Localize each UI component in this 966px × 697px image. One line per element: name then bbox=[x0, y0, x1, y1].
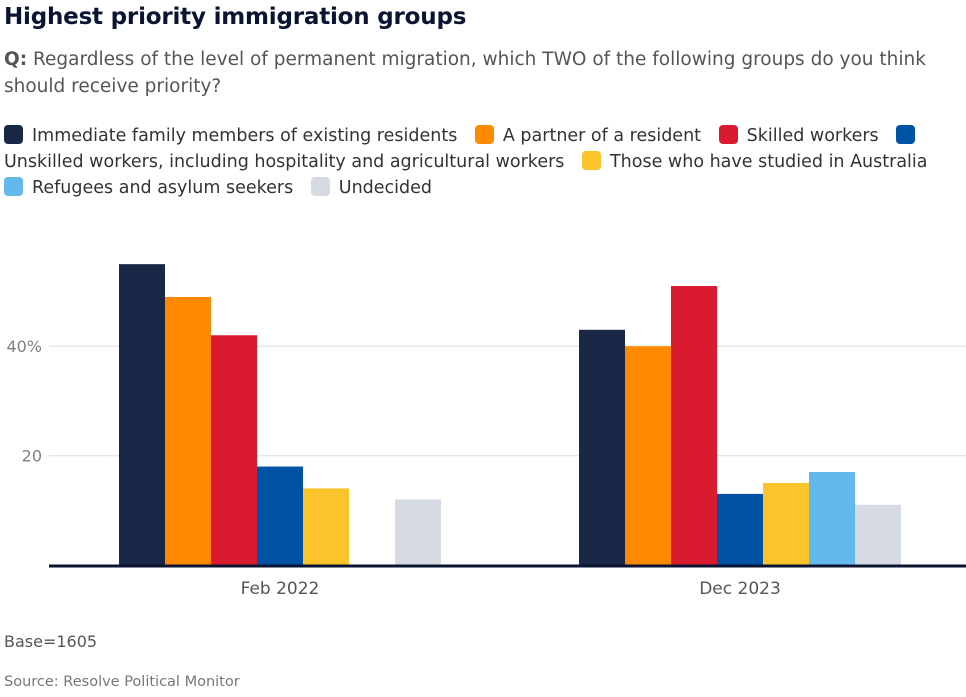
legend-item[interactable]: Unskilled workers, including hospitality… bbox=[4, 125, 924, 172]
x-category-label: Dec 2023 bbox=[699, 579, 781, 599]
legend-swatch bbox=[896, 125, 916, 144]
legend-item[interactable]: Refugees and asylum seekers bbox=[4, 177, 294, 198]
legend: Immediate family members of existing res… bbox=[4, 123, 964, 201]
base-note: Base=1605 bbox=[4, 632, 98, 651]
bar[interactable] bbox=[717, 493, 763, 565]
y-tick-label: 40% bbox=[6, 337, 42, 356]
legend-label: Refugees and asylum seekers bbox=[32, 178, 294, 198]
legend-item[interactable]: Skilled workers bbox=[718, 125, 879, 146]
legend-item[interactable]: Undecided bbox=[310, 177, 433, 198]
bar[interactable] bbox=[303, 488, 349, 565]
question-text: Regardless of the level of permanent mig… bbox=[4, 49, 926, 97]
bar[interactable] bbox=[395, 499, 441, 565]
question-prefix: Q: bbox=[4, 49, 28, 70]
legend-label: Those who have studied in Australia bbox=[609, 152, 928, 172]
legend-swatch bbox=[581, 151, 601, 170]
chart-subtitle: Q: Regardless of the level of permanent … bbox=[4, 46, 964, 100]
bar[interactable] bbox=[165, 296, 211, 565]
bar[interactable] bbox=[119, 264, 165, 565]
bar[interactable] bbox=[809, 472, 855, 565]
legend-item[interactable]: Immediate family members of existing res… bbox=[4, 125, 458, 146]
legend-swatch bbox=[310, 177, 330, 196]
legend-label: Immediate family members of existing res… bbox=[32, 126, 458, 146]
bar[interactable] bbox=[763, 482, 809, 565]
y-tick-label: 20 bbox=[22, 447, 42, 466]
bar-chart: 20 40% Feb 2022 Dec 2023 bbox=[6, 264, 966, 599]
chart-title: Highest priority immigration groups bbox=[4, 4, 467, 30]
legend-label: A partner of a resident bbox=[502, 126, 702, 146]
legend-label: Undecided bbox=[338, 178, 433, 198]
bar[interactable] bbox=[211, 335, 257, 565]
legend-swatch bbox=[4, 177, 23, 196]
x-category-label: Feb 2022 bbox=[241, 579, 320, 599]
legend-swatch bbox=[4, 125, 23, 144]
bar[interactable] bbox=[257, 466, 303, 565]
legend-label: Unskilled workers, including hospitality… bbox=[4, 152, 565, 172]
bar[interactable] bbox=[579, 329, 625, 565]
legend-item[interactable]: A partner of a resident bbox=[474, 125, 702, 146]
bar[interactable] bbox=[671, 286, 717, 565]
legend-item[interactable]: Those who have studied in Australia bbox=[581, 151, 928, 172]
legend-swatch bbox=[718, 125, 738, 144]
bar[interactable] bbox=[855, 504, 901, 565]
legend-label: Skilled workers bbox=[746, 126, 879, 146]
source-note: Source: Resolve Political Monitor bbox=[4, 674, 240, 690]
legend-swatch bbox=[474, 125, 494, 144]
bar[interactable] bbox=[625, 346, 671, 565]
